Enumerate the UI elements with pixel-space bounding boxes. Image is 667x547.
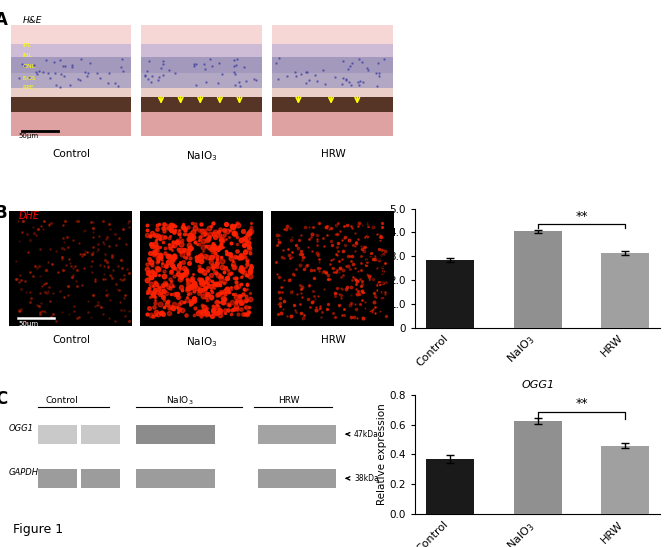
- Text: DHE: DHE: [19, 211, 39, 222]
- Text: OGG1: OGG1: [521, 380, 554, 389]
- Text: OGG1: OGG1: [9, 424, 33, 433]
- Bar: [272, 112, 393, 136]
- Text: IS/OS: IS/OS: [23, 75, 35, 80]
- Bar: [601, 253, 649, 328]
- Bar: [175, 469, 215, 488]
- Bar: [38, 469, 77, 488]
- Text: HRW: HRW: [321, 149, 346, 159]
- Text: A: A: [0, 11, 8, 30]
- Bar: [136, 424, 175, 444]
- Y-axis label: Relative fluorescent
intensity (X10⁴): Relative fluorescent intensity (X10⁴): [365, 219, 387, 317]
- Bar: [141, 25, 261, 136]
- Bar: [81, 469, 121, 488]
- Bar: [38, 424, 77, 444]
- Bar: [272, 44, 393, 56]
- Bar: [426, 260, 474, 328]
- Bar: [141, 88, 261, 97]
- Bar: [258, 424, 297, 444]
- Text: 50μm: 50μm: [19, 133, 39, 139]
- Bar: [11, 56, 131, 73]
- Bar: [11, 97, 131, 112]
- Bar: [514, 421, 562, 514]
- Bar: [136, 469, 175, 488]
- Bar: [426, 459, 474, 514]
- Text: Figure 1: Figure 1: [13, 523, 63, 536]
- Text: **: **: [575, 210, 588, 223]
- Bar: [272, 25, 393, 44]
- Bar: [601, 445, 649, 514]
- Bar: [175, 424, 215, 444]
- Text: Control: Control: [53, 335, 91, 345]
- Text: NaIO$_3$: NaIO$_3$: [187, 149, 218, 163]
- Text: 50μm: 50μm: [19, 321, 39, 327]
- Text: RPE: RPE: [23, 85, 34, 90]
- Text: Control: Control: [45, 396, 78, 405]
- Bar: [141, 56, 261, 73]
- Text: **: **: [575, 398, 588, 410]
- Y-axis label: Relative expression: Relative expression: [377, 404, 387, 505]
- Bar: [141, 44, 261, 56]
- Text: INL: INL: [23, 53, 33, 57]
- Bar: [140, 211, 263, 325]
- Bar: [271, 211, 394, 325]
- Text: HRW: HRW: [279, 396, 300, 405]
- Text: 47kDa: 47kDa: [354, 430, 379, 439]
- Bar: [272, 56, 393, 73]
- Text: C: C: [0, 390, 7, 408]
- Bar: [258, 469, 297, 488]
- Bar: [9, 211, 132, 325]
- Bar: [297, 469, 336, 488]
- Bar: [297, 424, 336, 444]
- Text: H&E: H&E: [23, 16, 42, 25]
- Text: IPL: IPL: [23, 43, 31, 48]
- Bar: [11, 44, 131, 56]
- Text: ONL: ONL: [23, 64, 35, 69]
- Bar: [141, 97, 261, 112]
- Text: GAPDH: GAPDH: [9, 468, 39, 477]
- Bar: [272, 25, 393, 136]
- Bar: [11, 73, 131, 88]
- Bar: [141, 112, 261, 136]
- Bar: [514, 231, 562, 328]
- Text: 38kDa: 38kDa: [354, 474, 379, 483]
- Text: B: B: [0, 204, 7, 222]
- Bar: [272, 97, 393, 112]
- Text: HRW: HRW: [321, 335, 346, 345]
- Bar: [11, 25, 131, 44]
- Bar: [11, 25, 131, 136]
- Bar: [141, 25, 261, 44]
- Text: NaIO$_3$: NaIO$_3$: [187, 335, 218, 349]
- Bar: [11, 88, 131, 97]
- Text: Control: Control: [53, 149, 91, 159]
- Bar: [81, 424, 121, 444]
- Bar: [272, 73, 393, 88]
- Bar: [141, 73, 261, 88]
- Text: NaIO$_3$: NaIO$_3$: [165, 394, 193, 406]
- Bar: [11, 112, 131, 136]
- Bar: [272, 88, 393, 97]
